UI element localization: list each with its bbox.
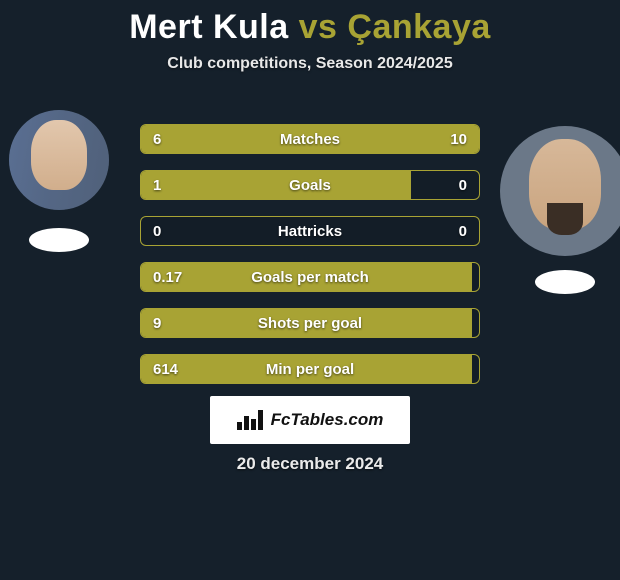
stat-fill-left [141, 355, 472, 383]
stat-bars: 610Matches10Goals00Hattricks0.17Goals pe… [140, 124, 480, 400]
player-left [8, 110, 110, 252]
stat-value-left: 6 [141, 125, 173, 153]
player-right-flag [535, 270, 595, 294]
stat-row: 0 0Hattricks [140, 216, 480, 246]
player-right-avatar [500, 126, 620, 256]
stat-value-left: 0 [141, 217, 173, 245]
stat-value-right [455, 355, 479, 383]
stat-value-right: 10 [438, 125, 479, 153]
stat-value-right [455, 263, 479, 291]
stat-value-left: 0.17 [141, 263, 194, 291]
player-left-flag [29, 228, 89, 252]
player-left-avatar [9, 110, 109, 210]
watermark-text: FcTables.com [271, 410, 384, 430]
stat-row: 610Matches [140, 124, 480, 154]
stat-value-left: 614 [141, 355, 190, 383]
player-right [500, 126, 620, 294]
title-vs: vs [299, 8, 338, 46]
stat-row: 614Min per goal [140, 354, 480, 384]
date: 20 december 2024 [0, 454, 620, 474]
stat-label: Hattricks [141, 217, 479, 245]
stat-value-left: 9 [141, 309, 173, 337]
stat-fill-left [141, 171, 411, 199]
stat-row: 0.17Goals per match [140, 262, 480, 292]
stat-row: 10Goals [140, 170, 480, 200]
bars-icon [237, 410, 265, 430]
stat-fill-left [141, 309, 472, 337]
title-player1: Mert Kula [129, 8, 288, 46]
stat-value-right: 0 [447, 217, 479, 245]
subtitle: Club competitions, Season 2024/2025 [0, 55, 620, 73]
title-player2: Çankaya [347, 8, 490, 46]
watermark: FcTables.com [210, 396, 410, 444]
stat-value-right: 0 [447, 171, 479, 199]
comparison-title: Mert Kula vs Çankaya [0, 0, 620, 47]
stat-value-right [455, 309, 479, 337]
stat-value-left: 1 [141, 171, 173, 199]
stat-row: 9Shots per goal [140, 308, 480, 338]
